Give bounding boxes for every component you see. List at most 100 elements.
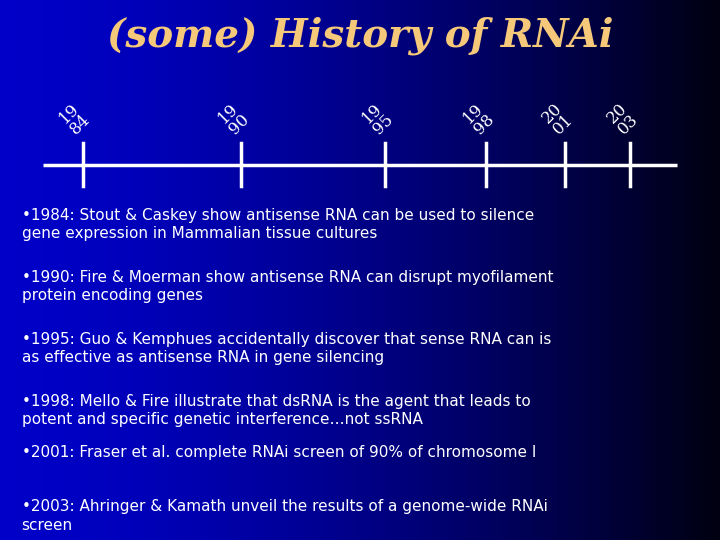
Bar: [96, 0, 99, 540]
Bar: [542, 0, 545, 540]
Bar: [585, 0, 588, 540]
Bar: [137, 0, 139, 540]
Bar: [612, 0, 614, 540]
Bar: [439, 0, 441, 540]
Bar: [526, 0, 528, 540]
Bar: [307, 0, 310, 540]
Bar: [430, 0, 432, 540]
Bar: [261, 0, 264, 540]
Bar: [74, 0, 77, 540]
Bar: [250, 0, 252, 540]
Bar: [634, 0, 636, 540]
Bar: [619, 0, 621, 540]
Text: •1998: Mello & Fire illustrate that dsRNA is the agent that leads to
potent and : •1998: Mello & Fire illustrate that dsRN…: [22, 394, 531, 427]
Bar: [655, 0, 657, 540]
Bar: [540, 0, 542, 540]
Bar: [657, 0, 660, 540]
Bar: [523, 0, 526, 540]
Bar: [269, 0, 271, 540]
Bar: [161, 0, 163, 540]
Bar: [153, 0, 156, 540]
Bar: [223, 0, 225, 540]
Bar: [324, 0, 326, 540]
Bar: [315, 0, 317, 540]
Bar: [117, 0, 120, 540]
Bar: [209, 0, 211, 540]
Bar: [84, 0, 86, 540]
Bar: [369, 0, 372, 540]
Text: •2003: Ahringer & Kamath unveil the results of a genome-wide RNAi
screen: •2003: Ahringer & Kamath unveil the resu…: [22, 500, 547, 532]
Bar: [477, 0, 480, 540]
Bar: [122, 0, 125, 540]
Bar: [461, 0, 463, 540]
Bar: [297, 0, 300, 540]
Bar: [218, 0, 221, 540]
Bar: [358, 0, 360, 540]
Bar: [9, 0, 12, 540]
Bar: [531, 0, 533, 540]
Text: 19
98: 19 98: [459, 100, 498, 138]
Bar: [394, 0, 396, 540]
Bar: [355, 0, 358, 540]
Bar: [207, 0, 209, 540]
Bar: [336, 0, 338, 540]
Bar: [468, 0, 470, 540]
Bar: [382, 0, 384, 540]
Bar: [367, 0, 369, 540]
Bar: [677, 0, 679, 540]
Bar: [473, 0, 475, 540]
Bar: [482, 0, 485, 540]
Bar: [495, 0, 497, 540]
Bar: [202, 0, 204, 540]
Bar: [310, 0, 312, 540]
Bar: [0, 0, 2, 540]
Bar: [509, 0, 511, 540]
Bar: [302, 0, 305, 540]
Bar: [14, 0, 17, 540]
Bar: [567, 0, 569, 540]
Bar: [338, 0, 341, 540]
Bar: [641, 0, 643, 540]
Bar: [418, 0, 420, 540]
Bar: [305, 0, 307, 540]
Bar: [562, 0, 564, 540]
Bar: [595, 0, 598, 540]
Bar: [120, 0, 122, 540]
Bar: [549, 0, 552, 540]
Bar: [257, 0, 259, 540]
Bar: [348, 0, 351, 540]
Bar: [317, 0, 319, 540]
Bar: [518, 0, 521, 540]
Bar: [689, 0, 691, 540]
Bar: [29, 0, 31, 540]
Bar: [706, 0, 708, 540]
Bar: [295, 0, 297, 540]
Bar: [372, 0, 374, 540]
Bar: [636, 0, 639, 540]
Bar: [225, 0, 228, 540]
Text: 20
03: 20 03: [603, 99, 642, 138]
Bar: [106, 0, 108, 540]
Bar: [571, 0, 574, 540]
Bar: [535, 0, 538, 540]
Bar: [691, 0, 693, 540]
Text: 19
90: 19 90: [215, 100, 253, 138]
Bar: [675, 0, 677, 540]
Bar: [425, 0, 427, 540]
Bar: [81, 0, 84, 540]
Bar: [516, 0, 518, 540]
Bar: [281, 0, 283, 540]
Bar: [698, 0, 701, 540]
Bar: [94, 0, 96, 540]
Bar: [621, 0, 624, 540]
Text: (some) History of RNAi: (some) History of RNAi: [107, 16, 613, 55]
Bar: [588, 0, 590, 540]
Bar: [53, 0, 55, 540]
Bar: [252, 0, 254, 540]
Bar: [271, 0, 274, 540]
Bar: [67, 0, 70, 540]
Bar: [288, 0, 290, 540]
Bar: [58, 0, 60, 540]
Bar: [247, 0, 250, 540]
Bar: [286, 0, 288, 540]
